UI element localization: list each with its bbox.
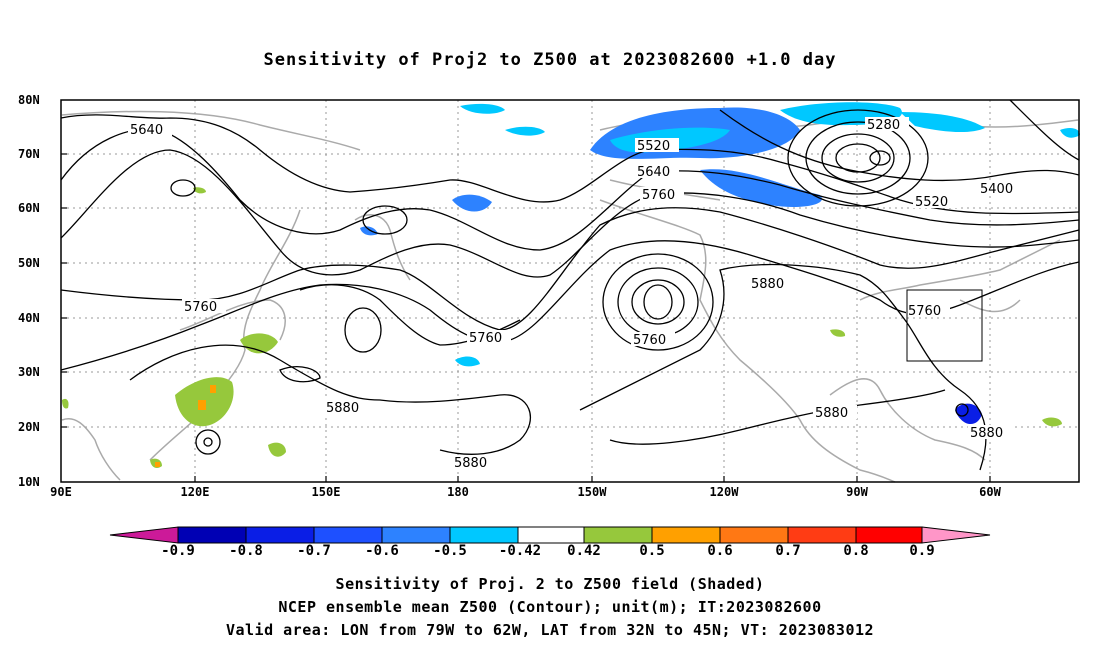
contour-label: 5760 (908, 304, 941, 319)
lon-label: 150E (311, 485, 341, 499)
contour-label: 5880 (326, 401, 359, 416)
lat-label: 30N (18, 365, 40, 379)
lon-label: 60W (979, 485, 1001, 499)
coastlines (61, 110, 1079, 483)
colorbar-low-triangle (109, 526, 179, 544)
lon-label: 90E (50, 485, 72, 499)
colorbar-label: 0.9 (909, 543, 935, 559)
colorbar-segment (787, 526, 857, 544)
contour-label: 5640 (130, 123, 163, 138)
colorbar-segment (449, 526, 519, 544)
contour-label: 5760 (469, 331, 502, 346)
lon-label: 150W (577, 485, 607, 499)
colorbar-segment (245, 526, 315, 544)
footer-line-2: NCEP ensemble mean Z500 (Contour); unit(… (278, 598, 822, 616)
footer-line-3: Valid area: LON from 79W to 62W, LAT fro… (225, 621, 875, 639)
contour-label: 5880 (970, 426, 1003, 441)
gridlines (61, 100, 1079, 482)
valid-area-box (906, 289, 983, 362)
map-frame (60, 99, 1080, 483)
colorbar (109, 526, 991, 544)
colorbar-label: -0.42 (498, 543, 542, 559)
lat-label: 40N (18, 311, 40, 325)
colorbar-label: -0.6 (365, 543, 399, 559)
z500-contours (60, 99, 1080, 471)
colorbar-high-triangle (921, 526, 991, 544)
contour-label: 5880 (751, 277, 784, 292)
colorbar-label: -0.8 (229, 543, 263, 559)
lat-label: 60N (18, 201, 40, 215)
colorbar-label: 0.5 (639, 543, 665, 559)
contour-label: 5640 (637, 165, 670, 180)
colorbar-segment (313, 526, 383, 544)
lat-label: 10N (18, 475, 40, 489)
colorbar-label: -0.7 (297, 543, 331, 559)
footer-line-1: Sensitivity of Proj. 2 to Z500 field (Sh… (335, 575, 765, 593)
colorbar-segment (719, 526, 789, 544)
colorbar-segment (651, 526, 721, 544)
colorbar-segment (517, 526, 585, 544)
lat-label: 20N (18, 420, 40, 434)
lon-label: 90W (846, 485, 868, 499)
contour-label: 5760 (642, 188, 675, 203)
colorbar-segment (177, 526, 247, 544)
sensitivity-shading (62, 102, 1080, 468)
contour-label: 5760 (633, 333, 666, 348)
contour-label: 5400 (980, 182, 1013, 197)
contour-label: 5880 (815, 406, 848, 421)
colorbar-label: 0.42 (567, 543, 601, 559)
map-title: Sensitivity of Proj2 to Z500 at 20230826… (263, 50, 837, 70)
lat-label: 70N (18, 147, 40, 161)
colorbar-label: 0.7 (775, 543, 801, 559)
lon-label: 180 (447, 485, 469, 499)
colorbar-label: 0.8 (843, 543, 869, 559)
contour-labels: 5640 5520 5640 5760 5280 5400 5520 5760 … (128, 117, 1022, 471)
contour-label: 5280 (867, 118, 900, 133)
colorbar-segment (855, 526, 923, 544)
lon-label: 120W (709, 485, 739, 499)
colorbar-label: -0.9 (161, 543, 195, 559)
contour-label: 5520 (915, 195, 948, 210)
lon-label: 120E (180, 485, 210, 499)
contour-label: 5880 (454, 456, 487, 471)
lat-label: 50N (18, 256, 40, 270)
lat-label: 80N (18, 93, 40, 107)
contour-label: 5760 (184, 300, 217, 315)
colorbar-label: 0.6 (707, 543, 733, 559)
contour-label: 5520 (637, 139, 670, 154)
colorbar-label: -0.5 (433, 543, 467, 559)
axis-ticks (61, 153, 991, 482)
colorbar-segment (381, 526, 451, 544)
colorbar-segment (583, 526, 653, 544)
